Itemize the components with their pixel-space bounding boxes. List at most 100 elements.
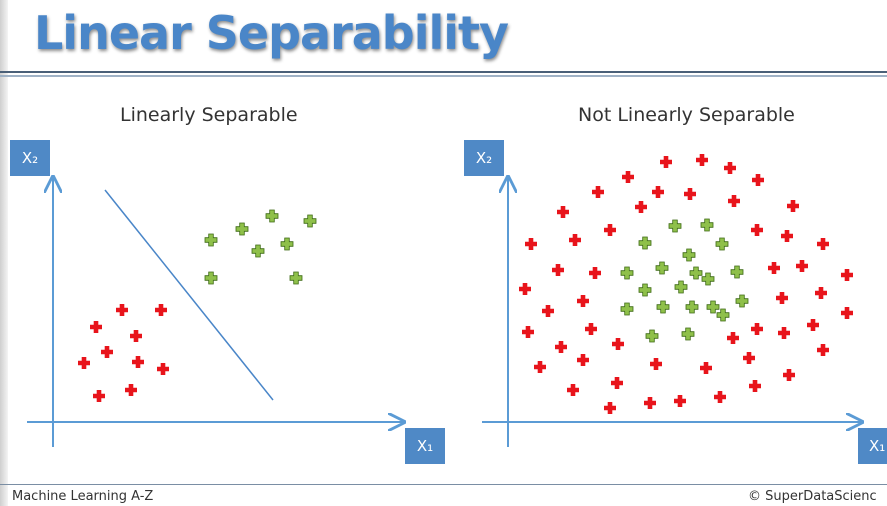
red-plus-icon xyxy=(674,395,686,408)
red-plus-icon xyxy=(557,206,569,218)
green-plus-icon xyxy=(715,237,729,251)
red-plus-icon xyxy=(585,323,597,336)
red-plus-icon xyxy=(157,363,169,376)
red-plus-icon xyxy=(522,326,534,339)
red-plus-icon xyxy=(542,305,554,318)
slide-title: Linear Separability xyxy=(34,6,509,60)
green-plus-icon xyxy=(280,237,294,251)
green-plus-icon xyxy=(735,294,749,308)
green-plus-icon xyxy=(204,271,218,285)
right-panel-subtitle: Not Linearly Separable xyxy=(578,104,795,126)
red-plus-icon xyxy=(660,156,672,168)
red-plus-icon xyxy=(519,283,531,296)
red-plus-icon xyxy=(577,295,589,308)
red-plus-icon xyxy=(841,269,853,282)
red-plus-icon xyxy=(611,377,623,390)
red-plus-icon xyxy=(776,292,788,305)
red-plus-icon xyxy=(155,304,167,317)
green-plus-icon xyxy=(689,266,703,280)
green-plus-icon xyxy=(701,272,715,286)
green-plus-icon xyxy=(235,222,249,236)
red-plus-icon xyxy=(749,380,761,393)
red-plus-icon xyxy=(752,174,764,186)
left-y-axis-label: X₂ xyxy=(10,140,50,176)
green-plus-icon xyxy=(656,300,670,314)
red-plus-icon xyxy=(569,234,581,246)
green-plus-icon xyxy=(668,219,682,233)
red-plus-icon xyxy=(787,200,799,212)
red-plus-icon xyxy=(807,319,819,332)
red-plus-icon xyxy=(534,361,546,374)
green-plus-icon xyxy=(204,233,218,247)
red-plus-icon xyxy=(841,307,853,320)
red-plus-icon xyxy=(604,224,616,236)
red-plus-icon xyxy=(751,224,763,236)
red-plus-icon xyxy=(714,391,726,404)
left-scatter-points xyxy=(78,209,317,403)
red-plus-icon xyxy=(768,262,780,275)
red-plus-icon xyxy=(815,287,827,300)
red-plus-icon xyxy=(577,354,589,367)
red-plus-icon xyxy=(650,358,662,371)
green-plus-icon xyxy=(682,248,696,262)
red-plus-icon xyxy=(125,384,137,397)
red-plus-icon xyxy=(116,304,128,317)
green-plus-icon xyxy=(685,300,699,314)
title-divider xyxy=(0,71,887,73)
green-plus-icon xyxy=(681,327,695,341)
red-plus-icon xyxy=(604,402,616,415)
red-plus-icon xyxy=(525,238,537,250)
red-plus-icon xyxy=(817,344,829,357)
red-plus-icon xyxy=(783,369,795,382)
red-plus-icon xyxy=(78,357,90,370)
left-panel-subtitle: Linearly Separable xyxy=(120,104,298,126)
right-scatter-points xyxy=(519,154,853,415)
right-y-axis-label: X₂ xyxy=(464,140,504,176)
red-plus-icon xyxy=(130,330,142,343)
green-plus-icon xyxy=(700,218,714,232)
right-x-axis-label: X₁ xyxy=(858,428,887,464)
green-plus-icon xyxy=(638,283,652,297)
left-edge-shadow xyxy=(0,0,8,506)
green-plus-icon xyxy=(620,266,634,280)
footer-copyright: © SuperDataScienc xyxy=(748,489,877,504)
red-plus-icon xyxy=(592,186,604,198)
red-plus-icon xyxy=(652,186,664,198)
red-plus-icon xyxy=(700,362,712,375)
red-plus-icon xyxy=(567,384,579,397)
red-plus-icon xyxy=(727,332,739,345)
red-plus-icon xyxy=(644,397,656,410)
green-plus-icon xyxy=(730,265,744,279)
red-plus-icon xyxy=(555,341,567,354)
green-plus-icon xyxy=(655,261,669,275)
red-plus-icon xyxy=(93,390,105,403)
red-plus-icon xyxy=(589,267,601,280)
red-plus-icon xyxy=(684,188,696,200)
separating-line xyxy=(104,189,274,401)
green-plus-icon xyxy=(620,302,634,316)
green-plus-icon xyxy=(289,271,303,285)
red-plus-icon xyxy=(751,323,763,336)
green-plus-icon xyxy=(716,308,730,322)
red-plus-icon xyxy=(612,338,624,351)
red-plus-icon xyxy=(635,201,647,213)
green-plus-icon xyxy=(706,300,720,314)
red-plus-icon xyxy=(743,352,755,365)
green-plus-icon xyxy=(303,214,317,228)
red-plus-icon xyxy=(728,195,740,207)
title-divider-light xyxy=(0,75,887,77)
red-plus-icon xyxy=(101,346,113,359)
red-plus-icon xyxy=(90,321,102,334)
green-plus-icon xyxy=(251,244,265,258)
green-plus-icon xyxy=(674,280,688,294)
green-plus-icon xyxy=(638,236,652,250)
red-plus-icon xyxy=(552,264,564,277)
red-plus-icon xyxy=(132,356,144,369)
green-plus-icon xyxy=(645,329,659,343)
red-plus-icon xyxy=(778,327,790,340)
red-plus-icon xyxy=(781,230,793,242)
red-plus-icon xyxy=(622,171,634,183)
red-plus-icon xyxy=(817,238,829,250)
footer-divider xyxy=(0,484,887,485)
